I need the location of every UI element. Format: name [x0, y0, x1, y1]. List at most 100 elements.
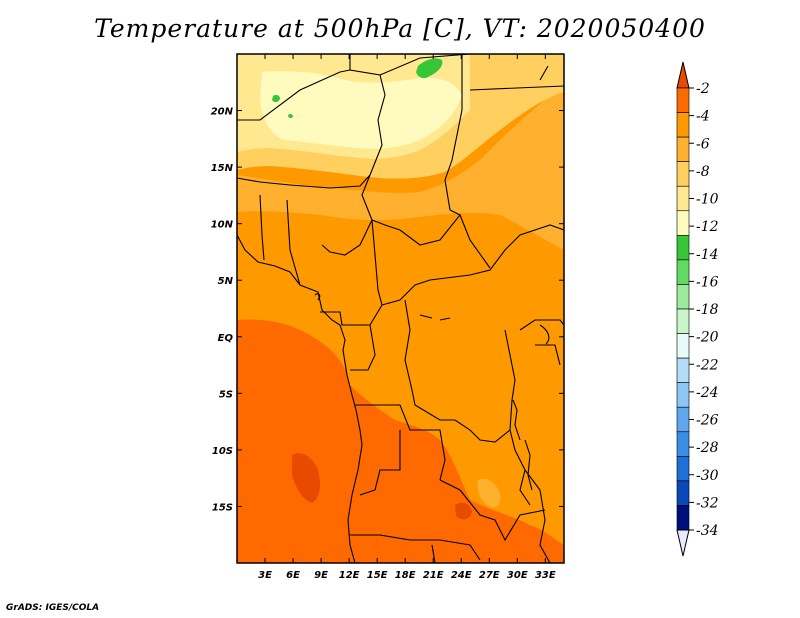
- colorbar-segment: [676, 185, 690, 212]
- colorbar-segment: [676, 259, 690, 285]
- lat-tick-label: 10S: [212, 446, 233, 457]
- colorbar-label: -10: [696, 192, 719, 208]
- lon-tick-label: 21E: [423, 570, 444, 581]
- border-line: [286, 199, 301, 286]
- colorbar-segment: [676, 235, 690, 261]
- lat-tick-label: 5S: [219, 389, 233, 400]
- border-line: [237, 69, 351, 121]
- lon-tick-label: 9E: [314, 570, 328, 581]
- colorbar-segment: [676, 112, 690, 138]
- lon-tick-label: 6E: [286, 570, 300, 581]
- colorbar-label: -24: [696, 385, 719, 401]
- lat-tick-label: 15S: [212, 502, 233, 513]
- border-line: [459, 214, 491, 269]
- grads-credit: GrADS: IGES/COLA: [6, 603, 100, 613]
- colorbar-label: -26: [696, 413, 719, 429]
- lon-tick-label: 3E: [258, 570, 272, 581]
- colorbar-segment: [676, 161, 690, 187]
- lon-tick-label: 27E: [479, 570, 500, 581]
- lon-tick-label: 12E: [339, 570, 360, 581]
- border-line: [359, 430, 401, 496]
- field-region-minus2: [292, 453, 320, 503]
- border-line: [237, 174, 371, 189]
- border-line: [404, 299, 511, 443]
- border-line: [399, 209, 461, 246]
- colorbar-segment: [676, 480, 690, 506]
- lat-tick-label: 5N: [218, 276, 234, 287]
- field-region-minus16: [416, 58, 443, 79]
- colorbar-label: -18: [696, 302, 719, 318]
- lake: [419, 314, 451, 321]
- lon-tick-label: 30E: [507, 570, 528, 581]
- field-region-minus14: [260, 71, 462, 149]
- latitude-axis: 20N 15N 10N 5N EQ 5S 10S 15S: [211, 107, 564, 513]
- border-line: [259, 194, 265, 261]
- border-line: [349, 54, 386, 221]
- colorbar-segment: [676, 308, 690, 334]
- border-line: [504, 329, 531, 506]
- field-region-minus4-east: [237, 345, 341, 563]
- longitude-axis: 3E 6E 9E 12E 15E 18E 21E 24E 27E 30E 33E: [258, 54, 556, 581]
- field-region-minus8: [237, 92, 564, 250]
- lake: [524, 439, 533, 491]
- lat-tick-label: EQ: [218, 333, 234, 344]
- lon-tick-label: 24E: [451, 570, 472, 581]
- colorbar-label: -34: [696, 523, 719, 539]
- colorbar-segment: [676, 284, 690, 310]
- border-line: [539, 65, 549, 81]
- map-frame: [236, 53, 565, 564]
- border-line: [350, 324, 376, 371]
- border-line: [439, 479, 546, 542]
- lon-tick-label: 18E: [395, 570, 416, 581]
- colorbar-segment: [676, 210, 690, 236]
- colorbar-label: -22: [696, 357, 719, 373]
- temperature-field: [237, 54, 564, 563]
- border-line: [321, 219, 401, 256]
- colorbar-bottom-triangle: [676, 529, 690, 557]
- lake: [314, 293, 321, 301]
- colorbar-label: -12: [696, 219, 719, 235]
- lat-tick-label: 15N: [211, 163, 234, 174]
- colorbar-segment: [676, 505, 690, 531]
- colorbar-segment: [676, 406, 690, 433]
- colorbar-segment: [676, 357, 690, 383]
- colorbar-label: -16: [696, 274, 719, 290]
- colorbar-label: -28: [696, 440, 719, 456]
- border-line: [469, 85, 564, 91]
- colorbar: -2 -4 -6 -8 -10 -12 -14 -16 -18 -20 -22 -24 -26 -28 -3…: [676, 61, 719, 557]
- colorbar-segment: [676, 456, 690, 482]
- border-line: [350, 534, 481, 561]
- country-borders: [237, 54, 564, 563]
- border-line: [431, 544, 436, 563]
- field-region-minus8-south: [477, 478, 501, 508]
- colorbar-label: -32: [696, 495, 719, 511]
- colorbar-label: -14: [696, 247, 719, 263]
- colorbar-label: -4: [696, 109, 710, 125]
- field-region-minus16-b: [272, 95, 280, 103]
- border-line: [320, 304, 383, 326]
- colorbar-segment: [676, 431, 690, 457]
- lat-tick-label: 20N: [211, 107, 234, 118]
- colorbar-top-triangle: [676, 61, 690, 89]
- border-line: [535, 344, 561, 366]
- colorbar-label: -6: [696, 136, 710, 152]
- field-region-minus16-c: [288, 113, 293, 119]
- colorbar-label: -20: [696, 330, 719, 346]
- field-region-minus2-b: [455, 502, 472, 520]
- colorbar-label: -2: [696, 81, 710, 97]
- lake: [539, 324, 550, 345]
- colorbar-segment: [676, 382, 690, 408]
- lon-tick-label: 15E: [367, 570, 388, 581]
- border-line: [524, 469, 551, 563]
- coastline: [237, 234, 363, 563]
- colorbar-label: -8: [696, 164, 710, 180]
- colorbar-segment: [676, 87, 690, 113]
- border-line: [381, 224, 564, 306]
- lat-tick-label: 10N: [211, 220, 234, 231]
- border-line: [355, 404, 446, 481]
- colorbar-label: -30: [696, 468, 719, 484]
- border-line: [379, 54, 471, 76]
- lon-tick-label: 33E: [535, 570, 556, 581]
- colorbar-segment: [676, 136, 690, 162]
